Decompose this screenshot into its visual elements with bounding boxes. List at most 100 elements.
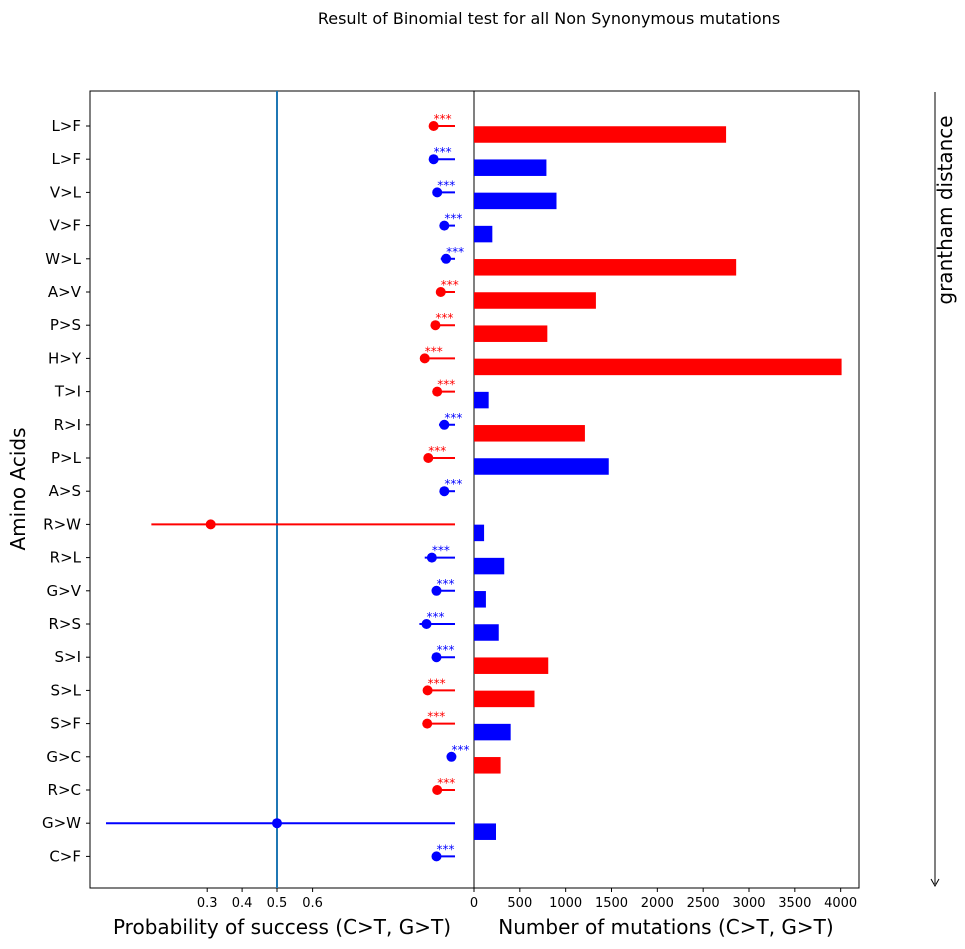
- y-tick-label: R>W: [43, 515, 81, 533]
- probability-point: [421, 619, 432, 629]
- y-tick-label: R>L: [50, 549, 82, 567]
- right-x-tick-label: 500: [507, 896, 532, 911]
- y-tick-label: H>Y: [48, 349, 82, 367]
- right-x-tick-label: 4000: [824, 896, 857, 911]
- significance-label: ***: [437, 378, 455, 392]
- mutation-bar: [474, 458, 609, 475]
- y-tick-label: L>F: [51, 117, 81, 135]
- mutation-bar: [474, 690, 535, 708]
- mutation-bar: [474, 757, 501, 774]
- probability-point: [439, 220, 450, 231]
- mutation-bar: [474, 657, 549, 674]
- mutation-bar: [474, 159, 547, 176]
- right-axes-frame: [473, 90, 860, 889]
- y-tick-label: P>S: [50, 316, 81, 334]
- y-tick-label: T>I: [54, 383, 81, 401]
- right-x-tick-label: 3500: [778, 896, 811, 911]
- y-tick-label: G>C: [46, 748, 81, 766]
- mutation-bar: [474, 325, 548, 342]
- probability-point: [431, 652, 442, 663]
- y-tick-label: P>L: [51, 449, 82, 467]
- significance-label: ***: [444, 212, 462, 226]
- right-x-tick-label: 2000: [641, 896, 674, 911]
- probability-point: [446, 751, 457, 762]
- mutation-bar: [474, 524, 485, 542]
- probability-point: [426, 552, 437, 563]
- right-x-tick-label: 1500: [595, 896, 628, 911]
- y-tick-label: S>L: [51, 681, 82, 699]
- y-axis-label: Amino Acids: [6, 428, 30, 551]
- mutation-bar: [474, 126, 727, 143]
- chart-suptitle: Result of Binomial test for all Non Syno…: [318, 9, 780, 28]
- probability-point: [422, 685, 433, 696]
- y-tick-label: G>W: [42, 814, 81, 832]
- y-tick-label: S>I: [54, 648, 81, 666]
- mutation-bar: [474, 723, 511, 741]
- probability-point: [439, 419, 450, 430]
- probability-point: [272, 818, 282, 829]
- probability-point: [432, 785, 443, 795]
- left-x-axis-label: Probability of success (C>T, G>T): [113, 915, 451, 939]
- y-tick-label: A>V: [48, 283, 82, 301]
- significance-label: ***: [436, 643, 454, 657]
- right-x-axis-label: Number of mutations (C>T, G>T): [498, 915, 833, 939]
- grantham-arrow-head: [930, 878, 940, 888]
- significance-label: ***: [441, 278, 459, 292]
- significance-label: ***: [434, 145, 452, 159]
- y-tick-label: A>S: [49, 482, 81, 500]
- y-tick-label: G>V: [47, 582, 82, 600]
- left-axes-frame: [89, 90, 475, 889]
- significance-label: ***: [427, 610, 445, 624]
- significance-label: ***: [437, 178, 455, 192]
- mutation-count-panel: 0 500 1000 1500 2000 2500 3000 3500 4000: [470, 90, 860, 911]
- significance-label: ***: [437, 776, 455, 790]
- probability-point: [428, 154, 439, 165]
- y-tick-label: V>L: [50, 183, 82, 201]
- probability-point: [422, 718, 433, 729]
- significance-label: ***: [444, 477, 462, 491]
- right-x-tick-label: 3000: [732, 896, 765, 911]
- y-tick-label: S>F: [50, 715, 81, 733]
- right-x-tick-label: 2500: [687, 896, 720, 911]
- grantham-distance-label: grantham distance: [933, 115, 957, 304]
- right-x-tick-label: 0: [470, 896, 478, 911]
- left-x-tick-label: 0.3: [197, 896, 218, 911]
- left-x-tick-label: 0.6: [302, 896, 323, 911]
- probability-point: [435, 287, 446, 297]
- significance-label: ***: [427, 710, 445, 724]
- significance-label: ***: [446, 245, 464, 259]
- y-tick-label: L>F: [51, 150, 81, 168]
- probability-point: [423, 453, 434, 463]
- probability-point: [431, 585, 442, 596]
- significance-label: ***: [425, 344, 443, 358]
- mutation-bar: [474, 391, 489, 409]
- y-tick-label: R>I: [54, 416, 81, 434]
- right-x-tick-label: 1000: [549, 896, 582, 911]
- mutation-bar: [474, 557, 505, 575]
- probability-point: [431, 851, 442, 862]
- mutation-bar: [474, 225, 493, 243]
- mutation-bar: [474, 192, 557, 210]
- probability-point: [205, 519, 216, 530]
- probability-point: [439, 486, 450, 497]
- left-x-tick-label: 0.5: [267, 896, 288, 911]
- y-tick-label: V>F: [50, 217, 81, 235]
- mutation-bar: [474, 259, 737, 276]
- mutation-bar: [474, 358, 842, 376]
- significance-label: ***: [428, 676, 446, 690]
- y-tick-label: W>L: [45, 250, 81, 268]
- left-x-tick-label: 0.4: [232, 896, 253, 911]
- probability-point: [430, 320, 441, 331]
- probability-point: [428, 121, 439, 131]
- significance-label: ***: [428, 444, 446, 458]
- probability-point: [419, 353, 430, 364]
- mutation-bar: [474, 591, 486, 608]
- probability-point: [432, 386, 443, 397]
- significance-label: ***: [435, 311, 453, 325]
- significance-label: ***: [436, 577, 454, 591]
- y-tick-label: R>S: [48, 615, 81, 633]
- probability-panel: 0.3 0.4 0.5 0.6 L>F L>F V>L V>F W>L A>V P>S H>Y T>I R…: [42, 90, 475, 911]
- significance-label: ***: [451, 743, 469, 757]
- probability-point: [441, 253, 452, 264]
